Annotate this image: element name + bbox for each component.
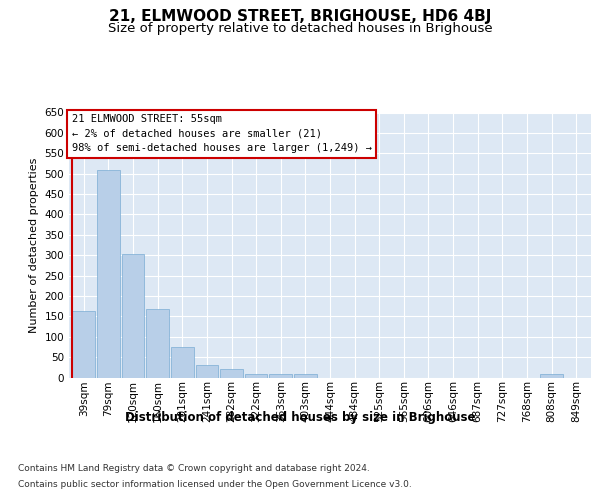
Bar xyxy=(540,374,563,378)
Bar xyxy=(73,311,95,378)
Y-axis label: Number of detached properties: Number of detached properties xyxy=(29,158,39,332)
Bar xyxy=(97,170,120,378)
Text: Contains HM Land Registry data © Crown copyright and database right 2024.: Contains HM Land Registry data © Crown c… xyxy=(18,464,370,473)
Bar xyxy=(294,374,317,378)
Bar xyxy=(245,374,268,378)
Text: 21, ELMWOOD STREET, BRIGHOUSE, HD6 4BJ: 21, ELMWOOD STREET, BRIGHOUSE, HD6 4BJ xyxy=(109,9,491,24)
Bar xyxy=(220,370,243,378)
Bar xyxy=(196,365,218,378)
Bar xyxy=(146,309,169,378)
Text: Distribution of detached houses by size in Brighouse: Distribution of detached houses by size … xyxy=(125,411,475,424)
Text: 21 ELMWOOD STREET: 55sqm
← 2% of detached houses are smaller (21)
98% of semi-de: 21 ELMWOOD STREET: 55sqm ← 2% of detache… xyxy=(71,114,371,154)
Bar xyxy=(269,374,292,378)
Text: Size of property relative to detached houses in Brighouse: Size of property relative to detached ho… xyxy=(107,22,493,35)
Bar xyxy=(122,254,145,378)
Bar xyxy=(171,347,194,378)
Text: Contains public sector information licensed under the Open Government Licence v3: Contains public sector information licen… xyxy=(18,480,412,489)
